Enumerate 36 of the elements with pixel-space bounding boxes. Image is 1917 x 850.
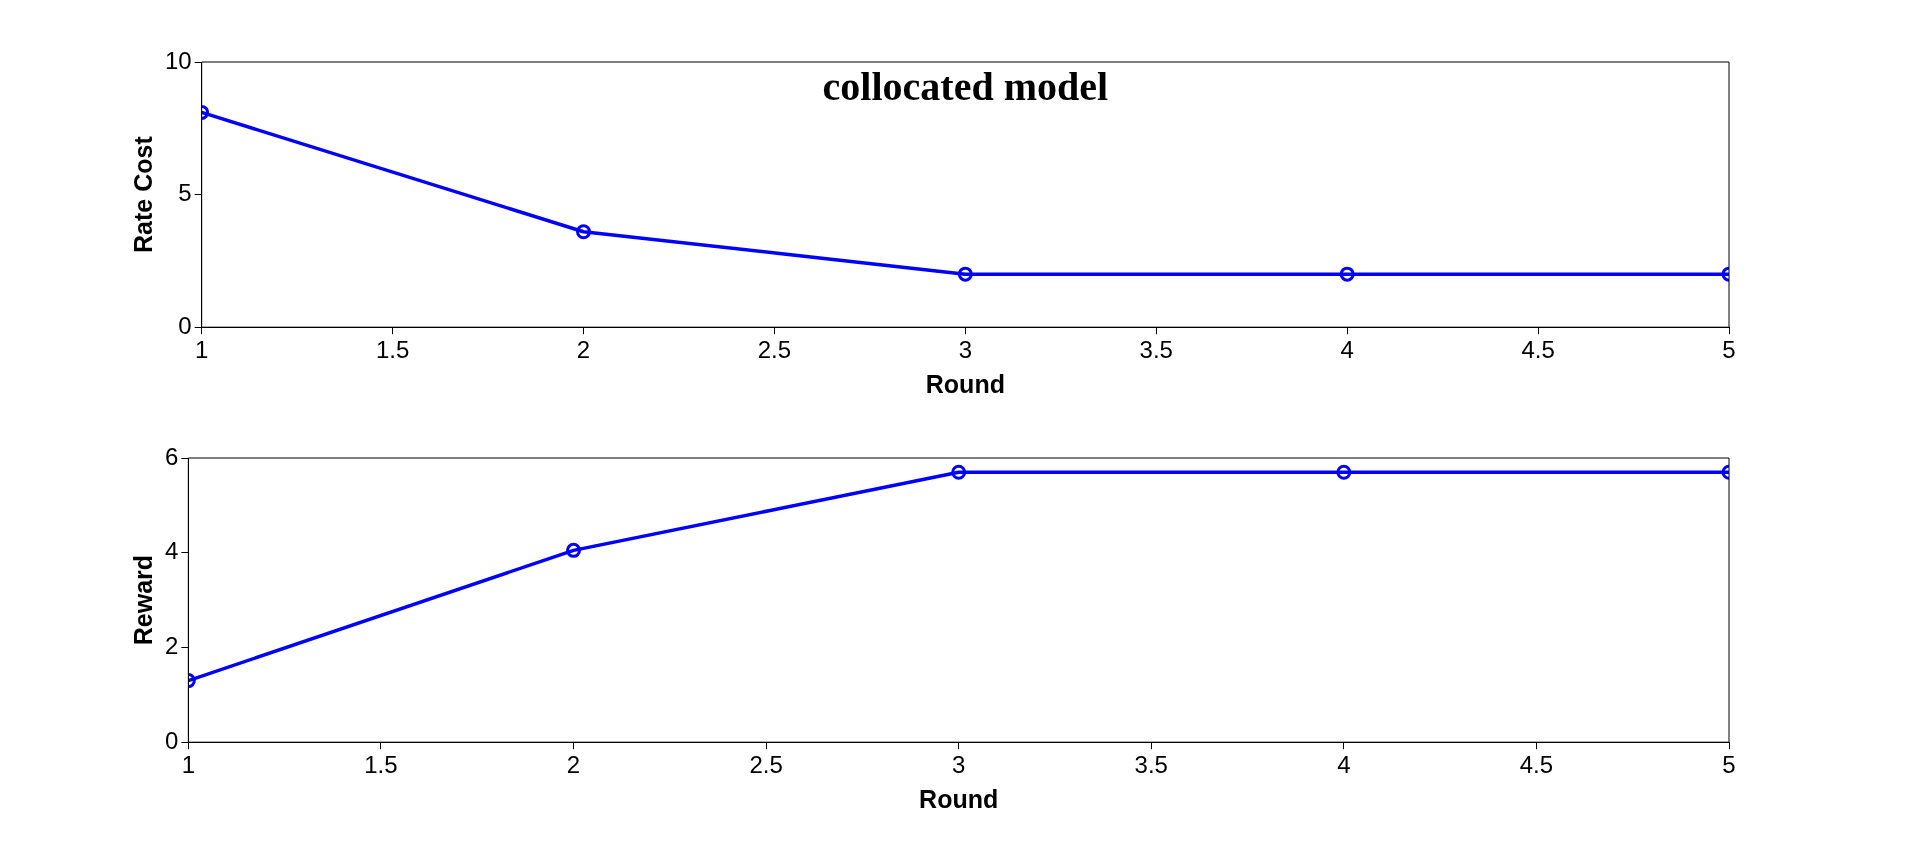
point [957,266,973,282]
y-tick-label: 10 [164,46,192,74]
y-tick-label: 0 [164,726,179,754]
x-tick-label: 5 [1722,336,1736,364]
x-tick-label: 4.5 [1521,336,1555,364]
x-tick-label: 1 [195,336,209,364]
y-axis-title: Reward [128,554,157,646]
point [576,224,592,240]
x-tick-label: 1.5 [375,336,410,364]
y-tick-label: 4 [164,537,179,565]
x-axis-title: Round [925,369,1005,398]
y-tick-label: 2 [164,632,179,660]
x-tick-label: 2 [566,751,581,779]
y-tick-label: 6 [164,442,179,470]
point [1336,464,1352,480]
x-tick-label: 3.5 [1139,336,1173,364]
y-tick-label: 0 [178,311,192,339]
y-tick-label: 5 [178,179,192,207]
chart-title: collocated model [822,64,1109,110]
x-tick-label: 3 [958,336,973,364]
x-axis-title: Round [919,784,999,813]
x-tick-label: 3.5 [1134,751,1168,779]
x-tick-label: 4 [1340,336,1354,364]
x-tick-label: 4 [1337,751,1351,779]
x-tick-label: 2.5 [749,751,783,779]
x-tick-label: 5 [1722,751,1736,779]
point [1339,266,1355,282]
x-tick-label: 1.5 [364,751,398,779]
point [566,542,582,558]
x-tick-label: 4.5 [1519,751,1554,779]
x-tick-label: 3 [951,751,966,779]
point [951,464,967,480]
x-tick-label: 1 [181,751,196,779]
x-tick-label: 2 [576,336,591,364]
x-tick-label: 2.5 [757,336,792,364]
y-axis-title: Rate Cost [128,135,157,253]
